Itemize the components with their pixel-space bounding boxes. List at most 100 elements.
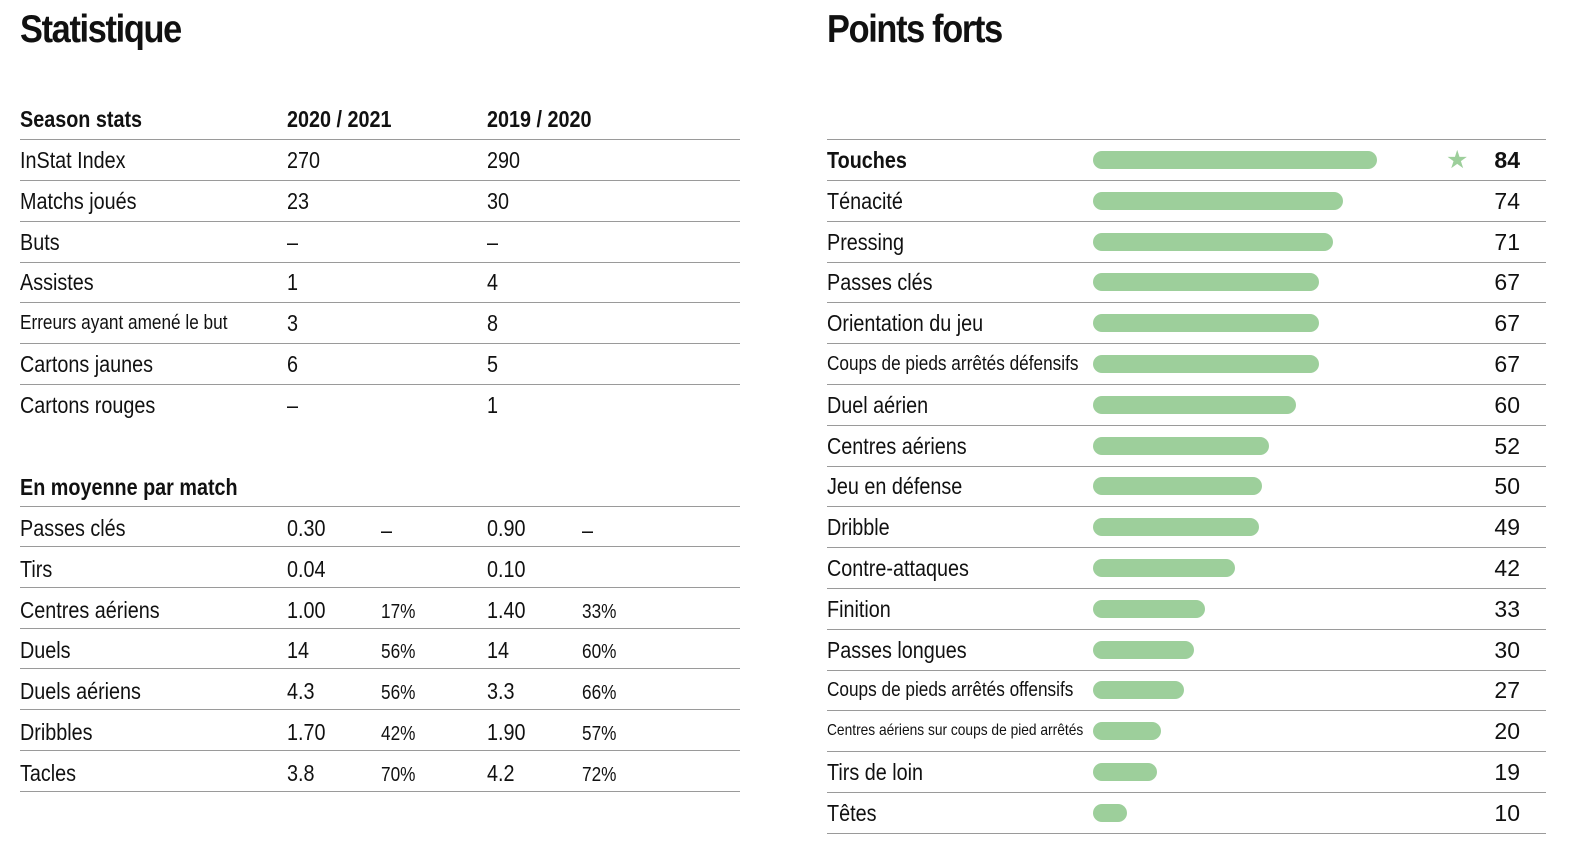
score-bar	[1093, 681, 1185, 700]
stat-label: Cartons jaunes	[20, 351, 154, 377]
row-divider	[20, 384, 740, 385]
score-bar	[1093, 599, 1205, 618]
average-pct-2019-2020: 57%	[582, 723, 617, 745]
stat-value-2019-2020: –	[487, 228, 499, 255]
average-value-2020-2021: 0.04	[287, 555, 326, 582]
stat-value-2020-2021: 270	[287, 147, 321, 173]
average-value-2019-2020: 1.40	[487, 596, 526, 623]
average-value-2020-2021: 1.00	[287, 596, 326, 623]
row-divider	[827, 180, 1546, 181]
row-divider	[20, 261, 740, 263]
row-divider	[827, 465, 1546, 467]
stat-value-2020-2021: 6	[287, 351, 299, 377]
average-pct-2019-2020: 72%	[582, 763, 617, 786]
stat-value-2020-2021: 1	[287, 269, 299, 296]
row-divider	[827, 302, 1546, 304]
stat-value-2019-2020: 4	[487, 269, 499, 296]
stat-label: InStat Index	[20, 147, 126, 173]
season-header-1: 2020 / 2021	[287, 106, 392, 132]
stat-label: Assistes	[20, 269, 94, 296]
average-value-2020-2021: 14	[287, 637, 310, 664]
statistique-title: Statistique	[20, 8, 182, 51]
row-divider	[20, 302, 740, 304]
stat-value-2019-2020: 290	[487, 147, 521, 173]
row-divider	[827, 139, 1546, 140]
stat-value-2020-2021: 3	[287, 310, 299, 337]
points-forts-value: 67	[1494, 310, 1520, 337]
points-forts-value: 19	[1494, 759, 1520, 785]
score-bar	[1093, 763, 1158, 781]
points-forts-value: 20	[1494, 718, 1520, 745]
average-pct-2019-2020: 33%	[582, 600, 617, 623]
row-divider	[827, 220, 1546, 222]
average-value-2020-2021: 1.70	[287, 719, 326, 745]
points-forts-value: 50	[1494, 473, 1520, 500]
average-pct-2020-2021: 17%	[381, 600, 416, 623]
score-bar	[1093, 477, 1262, 496]
points-forts-label: Orientation du jeu	[827, 310, 984, 337]
season-header-2: 2019 / 2020	[487, 106, 592, 132]
points-forts-value: 30	[1494, 636, 1520, 663]
points-forts-label: Passes longues	[827, 636, 967, 663]
stat-value-2020-2021: 23	[287, 187, 310, 214]
average-label: Tirs	[20, 555, 53, 582]
stat-label: Cartons rouges	[20, 391, 156, 418]
score-bar	[1093, 151, 1377, 169]
average-label: Dribbles	[20, 719, 93, 745]
points-forts-value: 60	[1494, 391, 1520, 418]
row-divider	[20, 546, 740, 547]
stat-value-2020-2021: –	[287, 228, 299, 255]
score-bar	[1093, 273, 1320, 292]
points-forts-label: Coups de pieds arrêtés offensifs	[827, 679, 1074, 702]
average-label: Duels	[20, 637, 71, 664]
points-forts-label: Dribble	[827, 514, 890, 541]
season-stats-header: Season stats	[20, 106, 143, 132]
points-forts-label: Tirs de loin	[827, 759, 924, 785]
row-divider	[827, 547, 1546, 549]
row-divider	[20, 506, 740, 507]
score-bar	[1093, 436, 1269, 455]
average-value-2019-2020: 4.2	[487, 759, 515, 786]
points-forts-value: 71	[1494, 228, 1520, 255]
points-forts-label: Centres aériens	[827, 432, 967, 459]
average-value-2019-2020: 1.90	[487, 719, 526, 745]
row-divider	[20, 709, 740, 711]
stat-label: Buts	[20, 228, 60, 255]
points-forts-value: 74	[1494, 187, 1520, 214]
points-forts-value: 52	[1494, 432, 1520, 459]
score-bar	[1093, 191, 1344, 210]
average-pct-2020-2021: –	[381, 517, 393, 543]
row-divider	[20, 668, 740, 670]
average-label: Duels aériens	[20, 678, 141, 705]
row-divider	[827, 751, 1546, 753]
score-bar	[1093, 518, 1259, 537]
row-divider	[20, 180, 740, 181]
average-value-2020-2021: 0.30	[287, 515, 326, 541]
star-icon: ★	[1446, 145, 1469, 174]
average-pct-2020-2021: 42%	[381, 723, 416, 745]
stat-label: Matchs joués	[20, 187, 137, 214]
row-divider	[20, 790, 740, 792]
points-forts-value: 42	[1494, 555, 1520, 581]
score-bar	[1093, 640, 1195, 659]
row-divider	[20, 139, 740, 140]
score-bar	[1093, 722, 1161, 741]
points-forts-title: Points forts	[827, 8, 1003, 51]
points-forts-label: Touches	[827, 147, 907, 173]
row-divider	[827, 261, 1546, 263]
points-forts-value: 27	[1494, 677, 1520, 704]
points-forts-value: 67	[1494, 351, 1520, 377]
points-forts-label: Centres aériens sur coups de pied arrêté…	[827, 722, 1084, 740]
average-value-2020-2021: 3.8	[287, 759, 315, 786]
row-divider	[827, 424, 1546, 426]
average-value-2019-2020: 3.3	[487, 678, 515, 705]
score-bar	[1093, 803, 1127, 822]
points-forts-label: Ténacité	[827, 187, 903, 214]
row-divider	[827, 506, 1546, 508]
row-divider	[827, 832, 1546, 834]
stat-label: Erreurs ayant amené le but	[20, 312, 228, 335]
average-label: Tacles	[20, 759, 77, 786]
average-value-2019-2020: 0.10	[487, 555, 526, 582]
stat-value-2019-2020: 30	[487, 187, 510, 214]
row-divider	[827, 628, 1546, 630]
